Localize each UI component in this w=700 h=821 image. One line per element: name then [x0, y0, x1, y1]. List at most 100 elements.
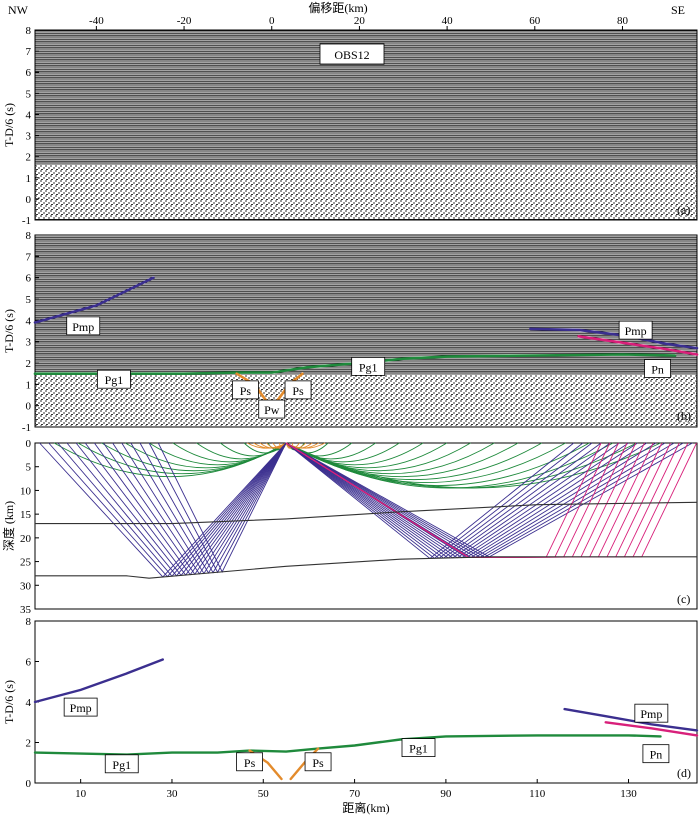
phase-label-ps-box	[232, 380, 259, 400]
panel-d-xtick-label: 130	[620, 788, 637, 800]
panel-a-ytick-label: 6	[26, 67, 32, 79]
phase-label-pg1: Pg1	[359, 360, 378, 374]
phase-label-pg1-box	[351, 356, 386, 376]
top-tick-label: 20	[354, 15, 366, 27]
corner-label-se: SE	[671, 3, 685, 17]
panel-d-xtick-label: 50	[258, 788, 270, 800]
panel-c-ytick-label: 30	[20, 580, 32, 592]
top-tick-label: 40	[442, 15, 454, 27]
panel-d-phase-labels: Pmp Pg1 Ps Ps Pg1 Pmp Pn	[63, 697, 670, 774]
panel-tag-d: (d)	[677, 766, 691, 780]
phase-label-pmp: Pmp	[640, 707, 662, 721]
panel-tag-a: (a)	[677, 203, 690, 217]
panel-a-ytick-label: 1	[26, 173, 32, 185]
panel-a-ytick-label: -1	[22, 215, 31, 227]
phase-label-pg1: Pg1	[112, 758, 131, 772]
panel-b-ytick-label: 6	[26, 273, 32, 285]
panel-c-layer-boundaries	[35, 501, 698, 579]
panel-b-ytick-label: 8	[26, 230, 32, 242]
ray-pg1	[285, 442, 661, 489]
panel-d-ytick-label: 4	[26, 697, 32, 709]
pick-pmp	[33, 276, 155, 324]
panel-b-ytick-label: 4	[26, 315, 32, 327]
panel-d-picks	[33, 658, 699, 781]
panel-d-xtick-label: 110	[529, 788, 546, 800]
panel-d-ytick-label: 8	[26, 616, 32, 628]
top-tick-label: 0	[269, 15, 275, 27]
panel-b-phase-labels: Pmp Pg1 Ps Pw Ps Pg1 Pmp Pn	[66, 316, 671, 419]
ray-ps	[247, 442, 287, 449]
phase-label-pw: Pw	[264, 403, 280, 417]
phase-label-ps: Ps	[292, 384, 304, 398]
layer-boundary	[35, 501, 698, 525]
phase-label-pmp-box	[63, 697, 98, 717]
ray-pg1	[53, 442, 287, 477]
panel-b-y-ticks: -1 0 1 2 3 4 5 6 7 8	[22, 230, 39, 434]
phase-label-pmp-box	[618, 320, 653, 340]
phase-label-pmp: Pmp	[625, 324, 647, 338]
pick-pn	[577, 334, 699, 356]
phase-label-pn: Pn	[651, 363, 664, 377]
phase-label-ps-box	[236, 752, 263, 772]
panel-b: -1 0 1 2 3 4 5 6 7 8 Pmp Pg1 Ps Pw Ps Pg1 Pmp Pn T-D/6 (…	[2, 230, 699, 434]
panel-d-ytick-label: 2	[26, 738, 32, 750]
top-tick-label: -40	[89, 15, 104, 27]
phase-label-pn-box	[642, 744, 670, 764]
panel-c-ytick-label: 15	[20, 509, 32, 521]
panel-d-ytick-label: 6	[26, 657, 32, 669]
panel-c-ytick-label: 20	[20, 533, 32, 545]
panel-d-ylabel: T-D/6 (s)	[2, 680, 16, 724]
panel-a-ytick-label: 4	[26, 109, 32, 121]
phase-label-pn-box	[644, 359, 671, 378]
panel-b-ylabel: T-D/6 (s)	[2, 309, 16, 353]
phase-label-pmp-box	[634, 703, 669, 723]
station-label-box: OBS12	[319, 43, 385, 65]
phase-label-ps: Ps	[312, 756, 324, 770]
phase-label-ps: Ps	[240, 384, 252, 398]
panel-a-y-ticks: -1 0 1 2 3 4 5 6 7 8	[22, 25, 39, 227]
panel-a-ytick-label: 7	[26, 46, 32, 58]
phase-label-pg1-box	[97, 369, 131, 389]
panel-d-xtick-label: 70	[349, 788, 361, 800]
pick-pg1	[33, 353, 677, 376]
top-tick-label: 80	[617, 15, 629, 27]
panel-a: -1 0 1 2 3 4 5 6 7 8 T-D/6 (s) OBS12 (a)	[2, 25, 698, 227]
panel-c-y-ticks: 0 5 10 15 20 25 30 35	[20, 438, 39, 616]
panel-a-ytick-label: 2	[26, 152, 32, 164]
phase-label-pmp: Pmp	[72, 320, 94, 334]
top-axis-title: 偏移距(km)	[308, 0, 367, 15]
panel-d-xtick-label: 10	[75, 788, 87, 800]
panel-b-ytick-label: 2	[26, 358, 32, 370]
phase-label-pg1: Pg1	[105, 373, 124, 387]
phase-label-pg1-box	[401, 738, 436, 757]
phase-label-ps: Ps	[244, 756, 256, 770]
corner-label-nw: NW	[8, 3, 29, 17]
panel-d-frame	[34, 620, 698, 784]
panel-a-ytick-label: 3	[26, 131, 32, 143]
phase-label-pg1-box	[104, 754, 139, 774]
panel-d-x-ticks: 10 30 50 70 90 110 130	[75, 779, 637, 800]
top-tick-label: 60	[529, 15, 541, 27]
top-axis-ticks: -40 -20 0 20 40 60 80	[89, 15, 628, 30]
panel-c-ytick-label: 25	[20, 557, 32, 569]
station-label: OBS12	[334, 48, 369, 62]
pick-pg1	[33, 734, 662, 756]
panel-d-xtick-label: 90	[440, 788, 452, 800]
phase-label-pmp-box	[66, 316, 101, 336]
layer-boundary	[35, 556, 697, 579]
pick-pmp	[33, 658, 165, 704]
top-tick-label: -20	[177, 15, 192, 27]
panel-b-ytick-label: 1	[26, 379, 32, 391]
panel-tag-b: (b)	[677, 409, 691, 423]
panel-b-lower-noise	[36, 375, 696, 426]
panel-c-ylabel: 深度 (km)	[1, 501, 16, 551]
panel-b-ytick-label: 0	[26, 401, 32, 413]
panel-c-ytick-label: 0	[26, 438, 32, 450]
phase-label-ps-box	[304, 752, 332, 772]
panel-tag-c: (c)	[677, 592, 690, 606]
panel-c-ytick-label: 5	[26, 462, 32, 474]
pick-pn	[604, 721, 699, 737]
panel-a-ylabel: T-D/6 (s)	[2, 103, 16, 147]
panel-b-ytick-label: 5	[26, 294, 32, 306]
panel-a-ytick-label: 0	[26, 194, 32, 206]
